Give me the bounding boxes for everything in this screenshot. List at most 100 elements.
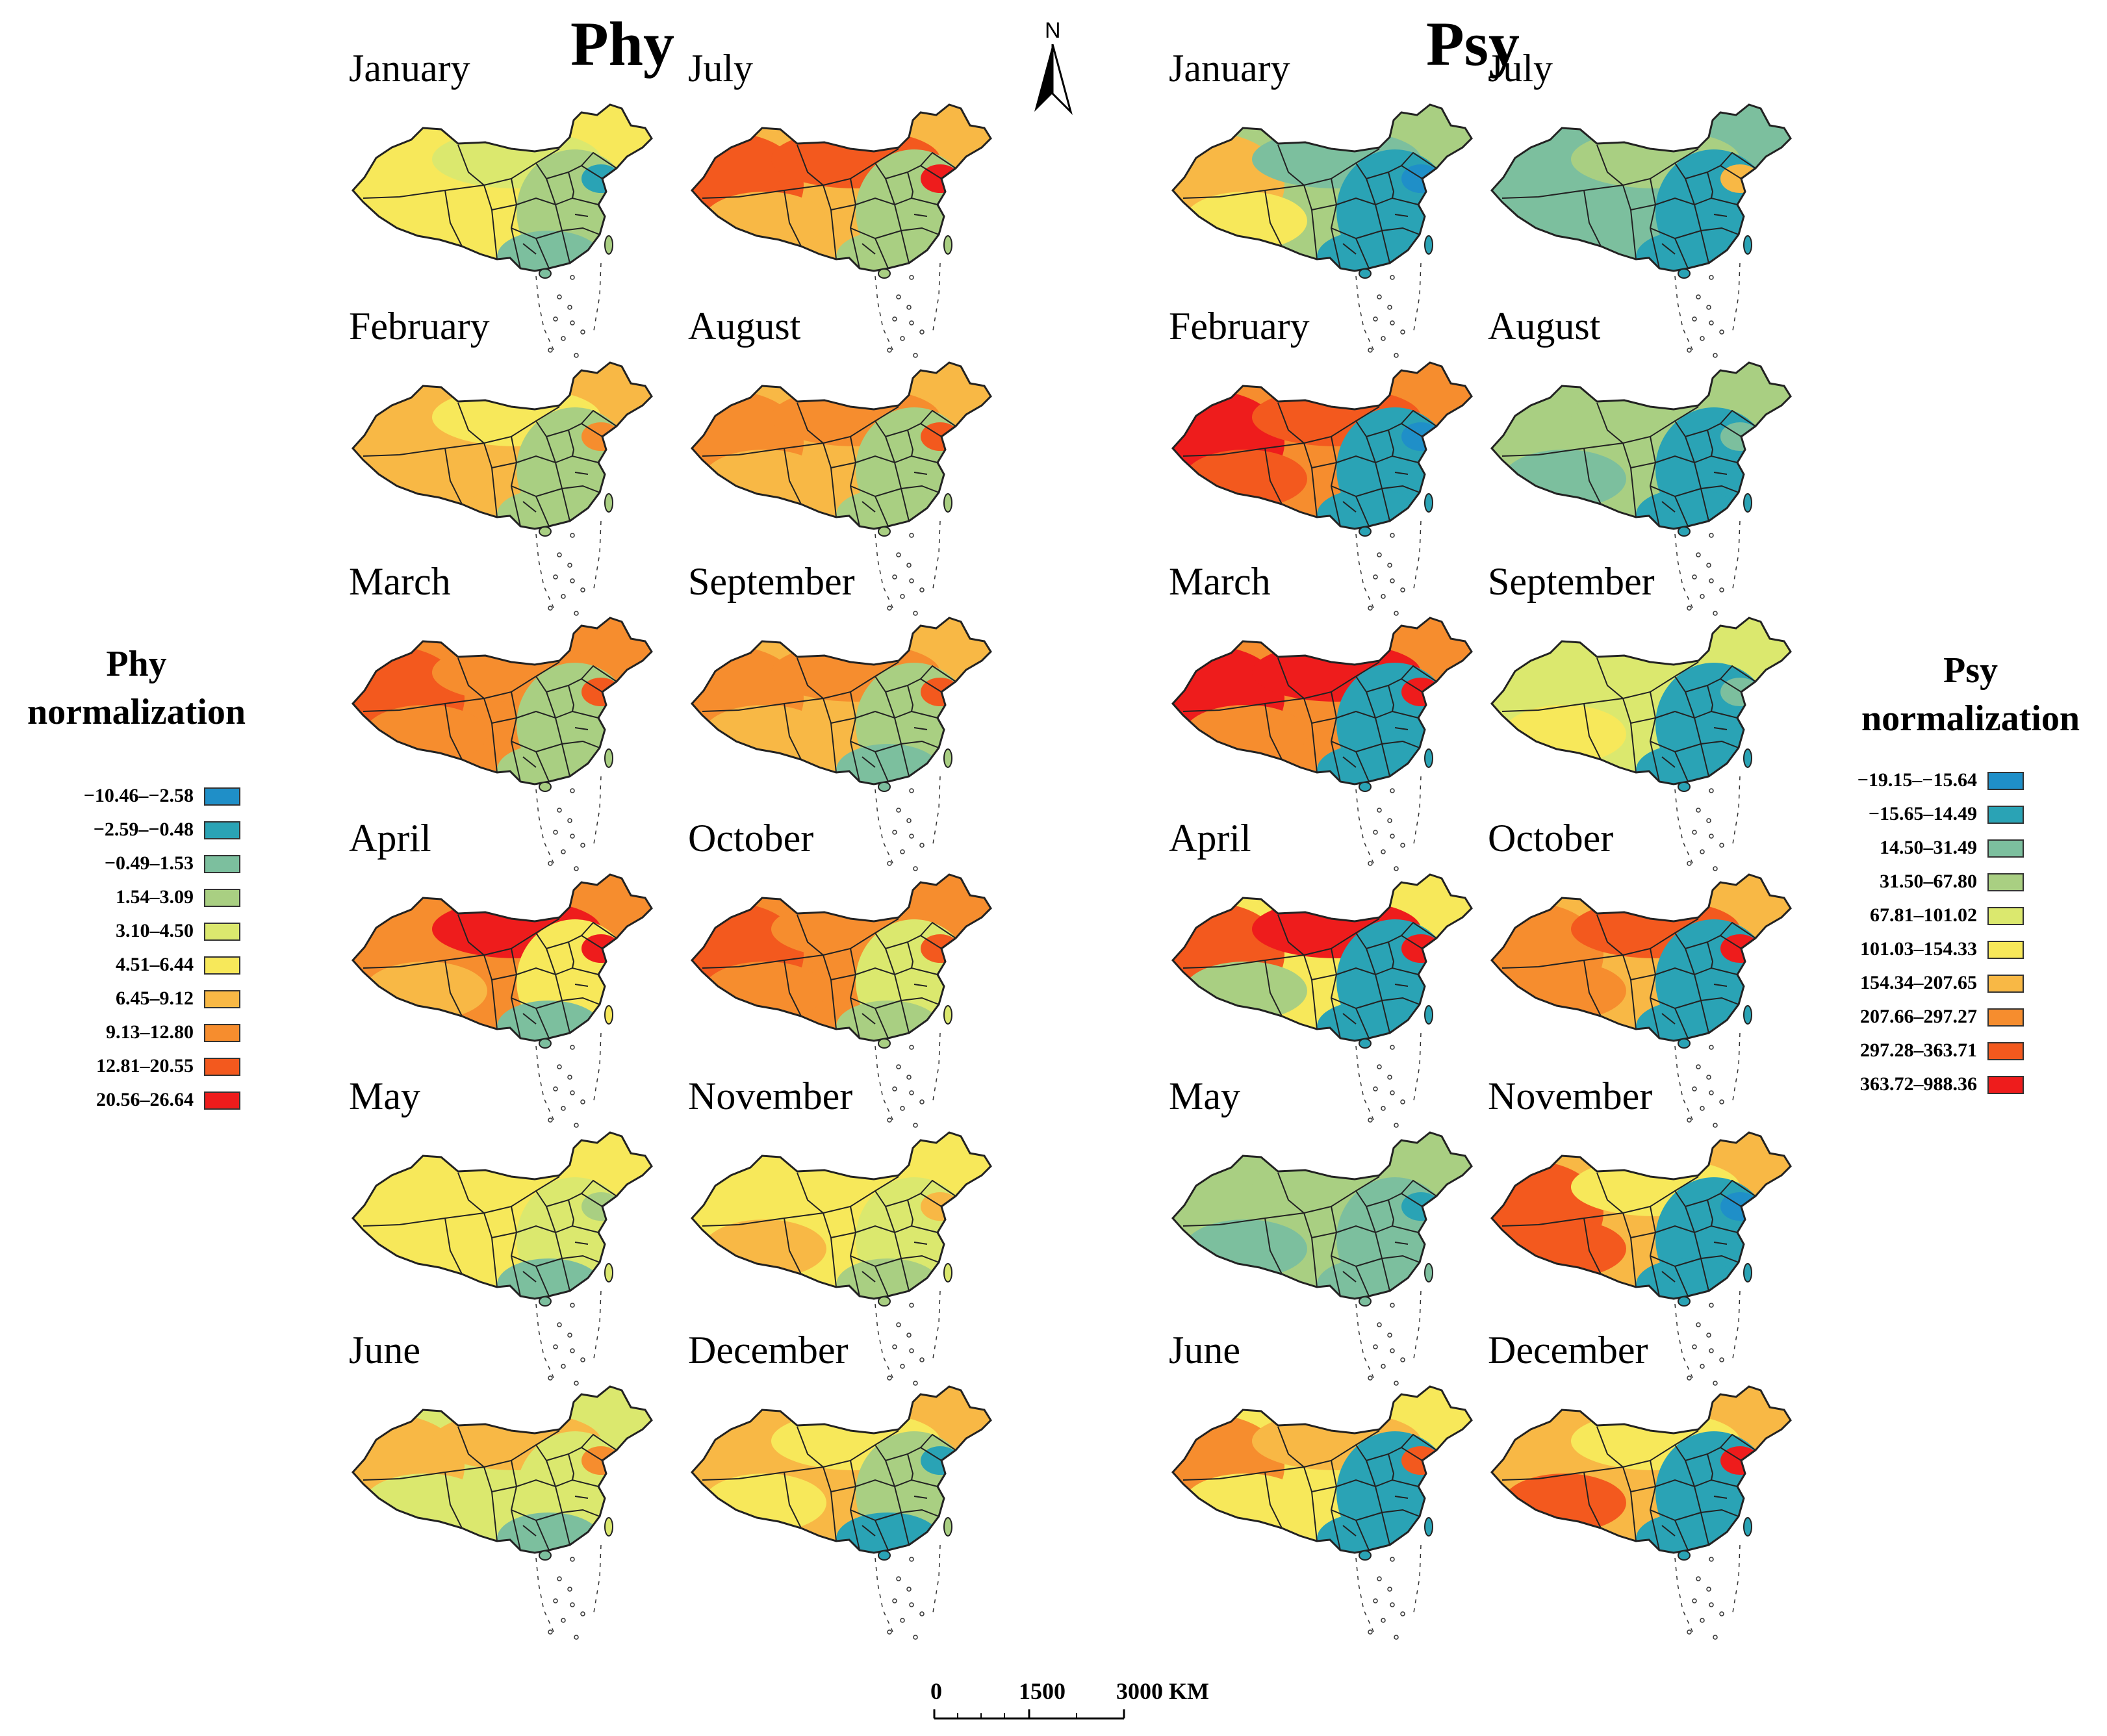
legend-swatch: [1987, 772, 2024, 790]
legend-item-label: 1.54–3.09: [116, 886, 194, 908]
legend-item-label: 101.03–154.33: [1860, 938, 1977, 960]
legend-swatch: [204, 855, 240, 873]
psy-map-september: [1480, 614, 1798, 877]
legend-swatch: [1987, 1042, 2024, 1060]
legend-swatch: [204, 923, 240, 941]
psy-month-label: December: [1488, 1329, 1648, 1372]
psy-month-label: February: [1169, 305, 1310, 348]
legend-item-label: 297.28–363.71: [1860, 1040, 1977, 1061]
legend-swatch: [1987, 975, 2024, 993]
psy-month-label: August: [1488, 305, 1601, 348]
legend-item: 101.03–154.33: [1764, 938, 2024, 960]
scale-label-0: 0: [930, 1678, 942, 1704]
psy-map-july: [1480, 101, 1798, 364]
legend-item: −0.49–1.53: [0, 852, 240, 874]
psy-month-label: July: [1488, 47, 1553, 90]
legend-item: 20.56–26.64: [0, 1089, 240, 1111]
north-arrow-icon: [1034, 44, 1073, 116]
psy-month-label: March: [1169, 560, 1271, 603]
psy-map-june: [1161, 1383, 1479, 1646]
phy-map-november: [680, 1129, 999, 1392]
legend-item-label: 363.72–988.36: [1860, 1073, 1977, 1095]
legend-item-label: 31.50–67.80: [1880, 871, 1977, 892]
legend-item: 363.72–988.36: [1764, 1073, 2024, 1095]
psy-map-march: [1161, 614, 1479, 877]
legend-swatch: [204, 787, 240, 806]
legend-item-label: −15.65–14.49: [1868, 803, 1977, 824]
legend-item: 6.45–9.12: [0, 988, 240, 1010]
psy-month-label: April: [1169, 817, 1251, 860]
phy-map-may: [341, 1129, 659, 1392]
legend-swatch: [204, 1058, 240, 1076]
legend-phy-title-line2: normalization: [27, 692, 246, 732]
phy-month-label: June: [349, 1329, 420, 1372]
psy-month-label: January: [1169, 47, 1290, 90]
phy-map-december: [680, 1383, 999, 1646]
legend-swatch: [1987, 907, 2024, 925]
phy-month-label: December: [688, 1329, 849, 1372]
psy-map-november: [1480, 1129, 1798, 1392]
phy-month-label: January: [349, 47, 470, 90]
phy-map-august: [680, 359, 999, 622]
phy-map-april: [341, 871, 659, 1134]
legend-item-label: 154.34–207.65: [1860, 972, 1977, 993]
psy-month-label: June: [1169, 1329, 1240, 1372]
legend-psy-title-line2: normalization: [1861, 698, 2080, 739]
scale-bar-line: [933, 1709, 1125, 1720]
north-arrow: N: [1027, 18, 1079, 116]
legend-swatch: [1987, 1008, 2024, 1027]
psy-month-label: September: [1488, 560, 1655, 603]
legend-item-label: 9.13–12.80: [106, 1021, 194, 1043]
legend-swatch: [204, 821, 240, 839]
legend-item: 3.10–4.50: [0, 920, 240, 942]
phy-map-september: [680, 614, 999, 877]
phy-title: Phy: [570, 9, 675, 79]
legend-item: 14.50–31.49: [1764, 837, 2024, 859]
phy-map-october: [680, 871, 999, 1134]
phy-month-label: July: [688, 47, 754, 90]
legend-item-label: −19.15–−15.64: [1857, 769, 1977, 791]
phy-month-label: August: [688, 305, 801, 348]
legend-item: 67.81–101.02: [1764, 904, 2024, 926]
north-label: N: [1045, 18, 1061, 43]
psy-map-may: [1161, 1129, 1479, 1392]
scale-label-3000: 3000 KM: [1116, 1678, 1209, 1704]
legend-swatch: [1987, 839, 2024, 858]
legend-swatch: [1987, 941, 2024, 959]
legend-item: 1.54–3.09: [0, 886, 240, 908]
phy-map-july: [680, 101, 999, 364]
scale-bar: 0 1500 3000 KM: [929, 1679, 1267, 1725]
legend-swatch: [204, 889, 240, 907]
legend-swatch: [204, 956, 240, 975]
legend-item: −10.46–−2.58: [0, 785, 240, 807]
psy-title: Psy: [1426, 9, 1520, 79]
legend-item-label: 3.10–4.50: [116, 920, 194, 941]
legend-item: 12.81–20.55: [0, 1055, 240, 1077]
legend-item-label: 67.81–101.02: [1870, 904, 1977, 926]
legend-swatch: [1987, 806, 2024, 824]
psy-map-december: [1480, 1383, 1798, 1646]
legend-swatch: [204, 990, 240, 1008]
legend-item: 4.51–6.44: [0, 954, 240, 976]
psy-map-april: [1161, 871, 1479, 1134]
legend-item-label: 6.45–9.12: [116, 988, 194, 1009]
legend-item-label: 14.50–31.49: [1880, 837, 1977, 858]
phy-month-label: October: [688, 817, 814, 860]
legend-phy-title-line1: Phy: [106, 644, 167, 684]
legend-item: 31.50–67.80: [1764, 871, 2024, 893]
legend-swatch: [1987, 1076, 2024, 1094]
phy-month-label: March: [349, 560, 451, 603]
phy-month-label: May: [349, 1075, 420, 1117]
phy-map-january: [341, 101, 659, 364]
legend-psy-title-line1: Psy: [1943, 650, 1998, 691]
legend-swatch: [1987, 873, 2024, 891]
phy-map-march: [341, 614, 659, 877]
legend-item: −19.15–−15.64: [1764, 769, 2024, 791]
legend-item-label: −10.46–−2.58: [83, 785, 194, 806]
psy-map-january: [1161, 101, 1479, 364]
legend-item-label: −2.59–−0.48: [93, 819, 194, 840]
legend-item: 207.66–297.27: [1764, 1006, 2024, 1028]
legend-item: 297.28–363.71: [1764, 1040, 2024, 1062]
legend-item: −2.59–−0.48: [0, 819, 240, 841]
legend-item-label: 207.66–297.27: [1860, 1006, 1977, 1027]
